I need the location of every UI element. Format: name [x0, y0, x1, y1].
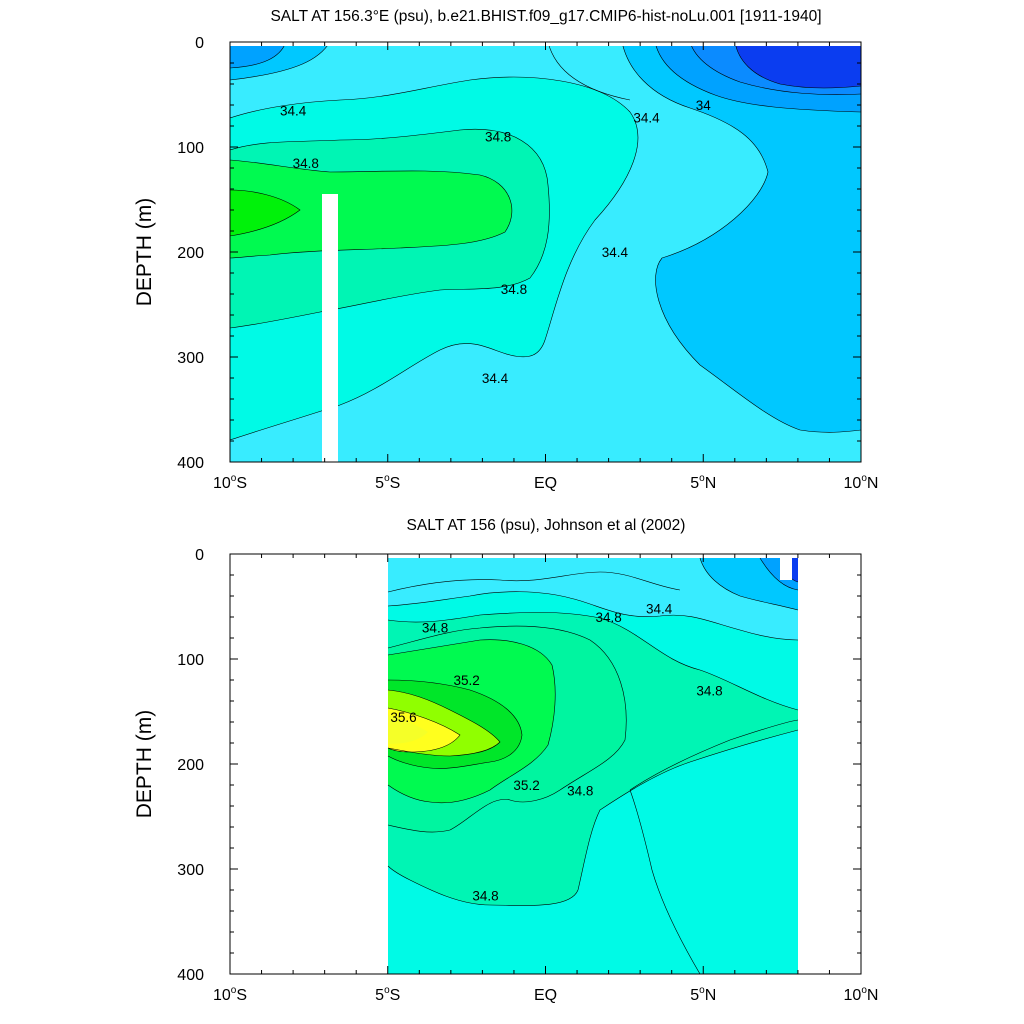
chart-1-contour-lines [230, 42, 861, 441]
chart-1-band-lt34-b [735, 42, 861, 88]
x-tick-label: 10oS [213, 473, 247, 492]
y-tick-label: 400 [177, 455, 204, 472]
x-tick-label: 5oS [375, 473, 400, 492]
chart-1-line-35.0 [230, 159, 513, 259]
contour-label: 35.6 [390, 710, 416, 725]
chart-1-band-35.2 [230, 190, 300, 236]
contour-label: 34.4 [602, 245, 629, 260]
chart-1-contour-labels: 34.4 34.8 34.8 34.4 34 34.4 34.8 34.4 [280, 98, 711, 386]
contour-label: 34 [696, 98, 712, 113]
chart-1-line-34.2-ne [654, 42, 861, 113]
chart-1-band-35.0-35.2 [230, 160, 512, 258]
contour-label: 34.4 [633, 111, 660, 126]
contour-label: 34.8 [472, 888, 498, 903]
chart-2-contour-lines [387, 557, 799, 974]
contour-label: 34.8 [595, 610, 621, 625]
y-tick-label: 400 [177, 967, 204, 984]
y-tick-label: 200 [177, 757, 204, 774]
contour-label: 34.8 [485, 130, 511, 145]
chart-2-line-34.8 [387, 612, 799, 711]
chart-2-line-34.4 [387, 591, 799, 641]
chart-2-contour-labels: 34.8 34.8 34.4 35.2 35.6 34.8 35.2 34.8 34.8 [390, 602, 722, 904]
y-tick-label: 0 [195, 35, 204, 52]
chart-1-band-34-34.2-sw [230, 42, 286, 68]
contour-label: 34.8 [696, 684, 722, 699]
chart-2-title: SALT AT 156 (psu), Johnson et al (2002) [407, 517, 686, 534]
x-tick-label: 5oN [690, 473, 716, 492]
chart-1-line-34-ne [689, 42, 861, 95]
chart-1-line-34.6-main [230, 76, 639, 441]
contour-label: 34.8 [501, 282, 527, 297]
chart-2-ylabel: DEPTH (m) [133, 710, 156, 819]
chart-2-line-35.0 [387, 625, 627, 833]
y-tick-label: 200 [177, 245, 204, 262]
chart-1-band-34.2-34.4-ne [622, 42, 861, 433]
contour-label: 34.4 [280, 103, 307, 118]
contour-label: 34.4 [482, 371, 509, 386]
chart-1-missing-column [322, 194, 338, 462]
contour-label: 34.8 [293, 156, 319, 171]
chart-2-line-34.6-deep [629, 789, 701, 974]
x-tick-label: 5oN [690, 985, 716, 1004]
chart-2-line-34.0 [759, 557, 799, 591]
chart-2-band-35.8 [388, 715, 428, 744]
contour-label: 34.8 [567, 783, 593, 798]
chart-2-missing-notch [780, 558, 792, 580]
chart-1-axes: 10oS 5oS EQ 5oN 10oN 0 100 200 300 400 [177, 35, 878, 492]
chart-2-line-34.6-shallow [387, 571, 681, 593]
chart-2-axes: 10oS 5oS EQ 5oN 10oN 0 100 200 300 400 [177, 547, 878, 1004]
chart-2-line-34.8-lower [387, 729, 799, 906]
contour-label: 35.2 [453, 673, 479, 688]
chart-1-line-34.2-34.4-sw [230, 42, 331, 81]
chart-2-line-35.8 [387, 707, 461, 753]
chart-1-line-34.4-ne [621, 42, 861, 433]
chart-1-title: SALT AT 156.3°E (psu), b.e21.BHIST.f09_g… [270, 8, 821, 25]
x-tick-label: 10oN [844, 985, 879, 1004]
y-tick-label: 100 [177, 140, 204, 157]
chart-2-line-34.6-north [629, 719, 799, 791]
x-tick-label: EQ [534, 987, 557, 1004]
contour-label: 35.2 [513, 778, 539, 793]
chart-2-line-35.4 [387, 679, 523, 769]
y-tick-label: 100 [177, 652, 204, 669]
x-tick-label: 10oN [844, 473, 879, 492]
x-tick-label: 10oS [213, 985, 247, 1004]
chart-1-ylabel: DEPTH (m) [133, 198, 156, 307]
chart-1-line-34.6-north [547, 42, 631, 101]
chart-1-line-35.2 [230, 189, 301, 237]
y-tick-label: 300 [177, 350, 204, 367]
chart-1-line-34-34.2-sw [230, 42, 287, 69]
chart-2-band-34.6-north [630, 720, 798, 974]
contour-label: 34.8 [422, 621, 448, 636]
chart-2-line-35.2 [387, 639, 556, 804]
chart-2-contour-fill [388, 558, 798, 974]
x-tick-label: EQ [534, 475, 557, 492]
contour-label: 34.4 [646, 602, 673, 617]
chart-1-line-33.8-ne [734, 42, 861, 89]
y-tick-label: 300 [177, 862, 204, 879]
chart-2-line-35.6 [387, 689, 501, 757]
x-tick-label: 5oS [375, 985, 400, 1004]
chart-2-line-34.2 [699, 557, 799, 611]
chart-2-band-lt34.4 [388, 558, 798, 640]
chart-1-line-34.8-main [230, 128, 550, 329]
y-tick-label: 0 [195, 547, 204, 564]
